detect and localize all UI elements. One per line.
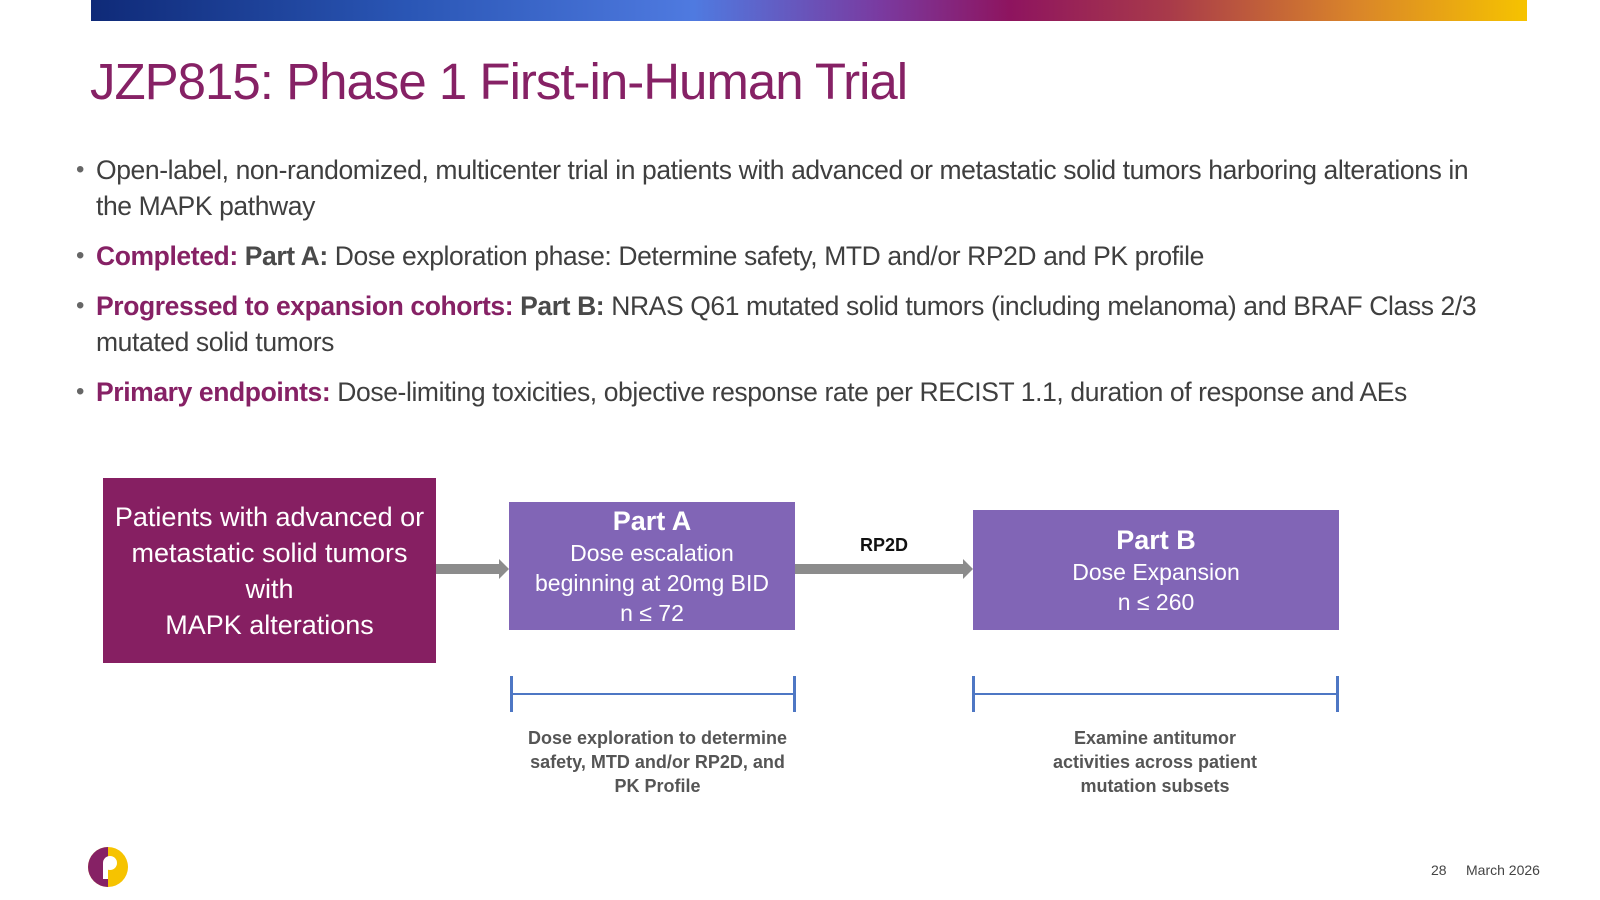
bracket-line [972,693,1339,695]
patients-box-line: Patients with advanced or [114,501,425,532]
rp2d-arrow-label: RP2D [860,535,909,555]
top-gradient-bar [91,0,1527,21]
bracket-tick-left [510,676,513,712]
bullet-item: • Completed: Part A: Dose exploration ph… [76,238,1506,274]
bullet-dot: • [76,156,85,183]
bracket-tick-left [972,676,975,712]
patients-box: Patients with advanced or metastatic sol… [103,478,436,663]
bullet-dot: • [76,242,85,269]
caption-line: Dose exploration to determine [527,728,788,748]
bracket-line [510,693,796,695]
part-b-line: Dose Expansion [1072,559,1240,585]
bullet-dot: • [76,378,85,405]
bracket-tick-right [793,676,796,712]
footer-date: March 2026 [1466,862,1540,878]
patients-box-line: metastatic solid tumors with [131,537,408,604]
bullet-item: • Progressed to expansion cohorts: Part … [76,288,1506,360]
bullet-list: • Open-label, non-randomized, multicente… [76,152,1506,424]
caption-line: activities across patient [1052,752,1258,772]
arrow-to-part-b [795,559,973,579]
patients-box-line: MAPK alterations [165,609,374,640]
part-b-caption: Examine antitumor activities across pati… [1030,726,1280,798]
bullet-part-label: Part A: [244,241,328,271]
slide-title: JZP815: Phase 1 First-in-Human Trial [90,53,908,110]
bullet-text: Dose-limiting toxicities, objective resp… [337,377,1407,407]
part-b-box: Part B Dose Expansion n ≤ 260 [973,510,1339,630]
caption-line: Examine antitumor [1073,728,1237,748]
bullet-text: Open-label, non-randomized, multicenter … [96,155,1469,221]
caption-line: safety, MTD and/or RP2D, and [530,752,785,772]
bracket-tick-right [1336,676,1339,712]
bullet-text: Dose exploration phase: Determine safety… [334,241,1205,271]
part-a-caption: Dose exploration to determine safety, MT… [520,726,795,798]
bullet-item: • Primary endpoints: Dose-limiting toxic… [76,374,1506,410]
part-a-line: n ≤ 72 [620,600,684,626]
bullet-item: • Open-label, non-randomized, multicente… [76,152,1506,224]
bullet-label: Primary endpoints: [96,377,331,407]
part-a-title: Part A [612,506,692,536]
caption-line: PK Profile [614,776,701,796]
caption-line: mutation subsets [1080,776,1230,796]
bullet-text: NRAS Q61 mutated solid tumors (including… [96,291,1477,357]
bullet-part-label: Part B: [520,291,605,321]
bullet-label: Progressed to expansion cohorts: [96,291,514,321]
part-b-title: Part B [1116,525,1196,555]
part-a-line: beginning at 20mg BID [535,570,769,596]
part-b-line: n ≤ 260 [1117,589,1195,615]
bullet-label: Completed: [96,241,238,271]
part-a-box: Part A Dose escalation beginning at 20mg… [509,502,795,630]
part-a-bracket [510,676,796,712]
bullet-dot: • [76,292,85,319]
page-number: 28 [1431,862,1447,878]
part-b-bracket [972,676,1339,712]
arrow-to-part-a [436,559,509,579]
part-a-line: Dose escalation [570,540,734,566]
company-logo-icon [88,847,128,887]
